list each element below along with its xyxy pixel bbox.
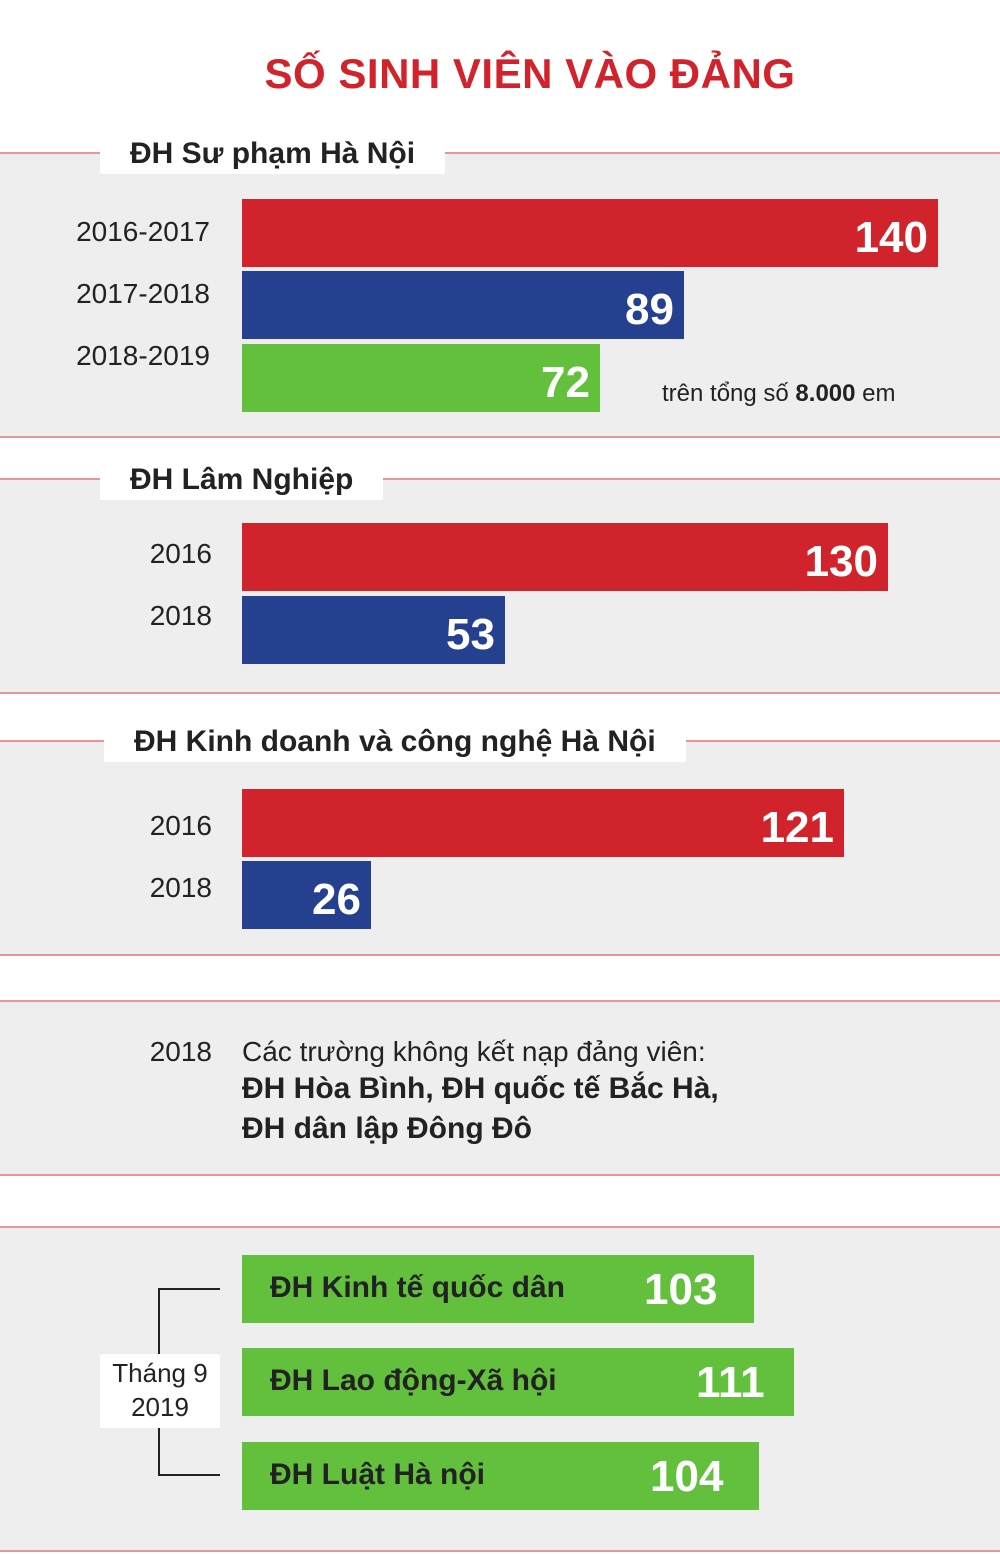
chart-title: SỐ SINH VIÊN VÀO ĐẢNG xyxy=(264,50,796,97)
bar: 121 xyxy=(242,789,844,857)
no-admission-schools-2: ĐH dân lập Đông Đô xyxy=(242,1112,532,1145)
year-label: 2016-2017 xyxy=(76,216,210,247)
year-label: 2016 xyxy=(149,810,212,841)
panel-no-admission: 2018 Các trường không kết nạp đảng viên:… xyxy=(0,1000,1000,1176)
panel-title: ĐH Sư phạm Hà Nội xyxy=(100,134,446,174)
bar-value-label: 53 xyxy=(446,610,495,659)
year-label: 2016 xyxy=(149,538,212,569)
bar: 89 xyxy=(242,271,684,339)
bar: 53 xyxy=(242,596,505,664)
bar-value-label: 103 xyxy=(644,1265,718,1314)
bar-value-label: 104 xyxy=(650,1452,724,1501)
note-total: 8.000 xyxy=(795,380,856,407)
period-month: Tháng 9 xyxy=(112,1358,208,1388)
bar: 130 xyxy=(242,523,888,591)
bar: 72 xyxy=(242,344,600,412)
bar-category-label: ĐH Luật Hà nội xyxy=(270,1458,485,1491)
bar: ĐH Luật Hà nội 104 xyxy=(242,1442,759,1510)
period-year: 2019 xyxy=(131,1392,189,1422)
bar: ĐH Lao động-Xã hội 111 xyxy=(242,1348,794,1416)
bar-value-label: 26 xyxy=(312,875,361,924)
year-label: 2017-2018 xyxy=(76,278,210,309)
bar-value-label: 72 xyxy=(541,358,590,407)
year-label: 2018 xyxy=(149,872,212,903)
bar-category-label: ĐH Lao động-Xã hội xyxy=(270,1364,557,1397)
note-suffix: em xyxy=(855,380,896,407)
panel-su-pham: ĐH Sư phạm Hà Nội 2016-2017 2017-2018 20… xyxy=(0,134,1000,438)
panel-title: ĐH Kinh doanh và công nghệ Hà Nội xyxy=(104,722,686,762)
bar: 140 xyxy=(242,199,938,267)
bar-value-label: 121 xyxy=(760,803,834,852)
panel-september-2019: Tháng 9 2019 ĐH Kinh tế quốc dân 103 ĐH … xyxy=(0,1226,1000,1552)
bar: 26 xyxy=(242,861,371,929)
bar: ĐH Kinh tế quốc dân 103 xyxy=(242,1255,754,1323)
no-admission-intro: Các trường không kết nạp đảng viên: xyxy=(242,1036,706,1067)
panel-kinh-doanh: ĐH Kinh doanh và công nghệ Hà Nội 2016 2… xyxy=(0,722,1000,956)
year-label: 2018-2019 xyxy=(76,340,210,371)
bar-value-label: 111 xyxy=(696,1358,765,1407)
bar-category-label: ĐH Kinh tế quốc dân xyxy=(270,1271,565,1304)
year-label: 2018 xyxy=(149,1036,212,1067)
no-admission-schools-1: ĐH Hòa Bình, ĐH quốc tế Bắc Hà, xyxy=(242,1072,719,1105)
year-label: 2018 xyxy=(149,600,212,631)
panel-title: ĐH Lâm Nghiệp xyxy=(100,460,384,500)
bar-value-label: 140 xyxy=(854,213,928,262)
bar-value-label: 130 xyxy=(804,537,878,586)
note-prefix: trên tổng số xyxy=(662,380,796,407)
bar-value-label: 89 xyxy=(625,285,674,334)
total-note: trên tổng số 8.000 em xyxy=(662,380,896,408)
period-label: Tháng 9 2019 xyxy=(100,1354,220,1428)
panel-lam-nghiep: ĐH Lâm Nghiệp 2016 2018 130 53 xyxy=(0,460,1000,694)
